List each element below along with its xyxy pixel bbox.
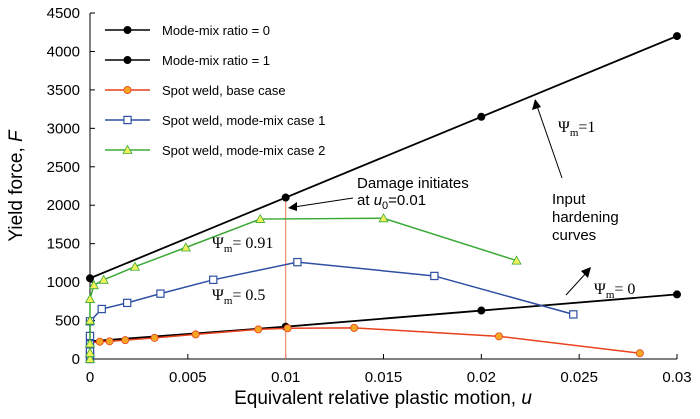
- data-point: [88, 279, 99, 290]
- data-point: [105, 337, 114, 346]
- psi1-arrowhead: [532, 99, 541, 110]
- legend-marker: [123, 25, 132, 34]
- data-point: [494, 332, 503, 341]
- legend-marker: [123, 86, 132, 95]
- input-annotation-line2: hardening: [552, 209, 619, 226]
- damage-arrow: [293, 197, 354, 208]
- y-tick-label: 1500: [47, 236, 80, 253]
- legend-item: Spot weld, mode-mix case 1: [105, 113, 325, 128]
- x-tick-label: 0: [86, 369, 94, 386]
- series-3: [86, 323, 644, 363]
- x-tick-label: 0.025: [560, 369, 598, 386]
- legend-label: Mode-mix ratio = 0: [162, 23, 270, 38]
- y-tick-label: 0: [72, 351, 80, 368]
- data-point: [209, 275, 218, 285]
- damage-annotation-line1: Damage initiates: [357, 175, 469, 192]
- series-line: [89, 261, 574, 359]
- data-point: [293, 257, 302, 267]
- x-tick-label: 0.02: [467, 369, 496, 386]
- y-tick-label: 500: [55, 313, 80, 330]
- annotations: Damage initiates at u0=0.01 Input harden…: [212, 99, 635, 307]
- legend-marker: [122, 144, 133, 154]
- data-point: [156, 289, 165, 298]
- y-tick-label: 2500: [47, 159, 80, 176]
- y-ticks: 0 500 1000 1500 2000 2500 3000 3500 4000 4500: [47, 5, 95, 368]
- y-tick-label: 4000: [47, 43, 80, 60]
- x-tick-label: 0.03: [662, 369, 691, 386]
- data-point: [84, 293, 96, 303]
- data-point: [84, 353, 96, 363]
- psi0-arrow: [565, 271, 588, 296]
- data-point: [673, 32, 682, 41]
- x-axis-title: Equivalent relative plastic motion, u: [234, 388, 532, 409]
- data-point: [95, 337, 104, 346]
- psi091-label: Ψm= 0.91: [212, 235, 273, 255]
- data-point: [283, 324, 292, 333]
- legend-label: Spot weld, mode-mix case 2: [162, 143, 325, 158]
- data-point: [430, 271, 439, 281]
- psi0-label: Ψm= 0: [594, 281, 635, 301]
- x-tick-label: 0.01: [271, 369, 300, 386]
- data-point: [84, 315, 96, 325]
- y-axis-title: Yield force, F: [6, 129, 27, 242]
- y-tick-label: 4500: [47, 5, 80, 22]
- data-point: [150, 333, 159, 342]
- psi1-label: Ψm=1: [558, 119, 595, 139]
- data-point: [86, 274, 95, 283]
- data-point: [281, 193, 290, 202]
- input-annotation-line1: Input: [552, 191, 586, 208]
- psi1-arrow: [536, 105, 563, 179]
- data-point: [122, 298, 132, 308]
- data-point: [98, 274, 109, 284]
- legend-item: Mode-mix ratio = 0: [105, 23, 270, 38]
- psi05-label: Ψm= 0.5: [212, 287, 265, 307]
- data-point: [129, 261, 141, 271]
- x-ticks: 0 0.005 0.01 0.015 0.02 0.025 0.03: [86, 354, 692, 386]
- legend-marker: [123, 56, 132, 65]
- input-annotation-line3: curves: [552, 227, 596, 244]
- y-tick-label: 1000: [47, 274, 80, 291]
- psi0-arrowhead: [581, 267, 591, 278]
- x-tick-label: 0.005: [169, 369, 207, 386]
- axes: 0 0.005 0.01 0.015 0.02 0.025 0.03 0 500 1000 150…: [47, 5, 692, 386]
- data-point: [121, 336, 130, 345]
- data-point: [254, 325, 263, 334]
- series-line: [89, 293, 678, 343]
- data-point: [378, 213, 389, 223]
- data-point: [350, 323, 359, 332]
- data-point: [180, 242, 191, 252]
- x-tick-label: 0.015: [365, 369, 403, 386]
- legend-item: Spot weld, mode-mix case 2: [105, 143, 325, 158]
- y-tick-label: 2000: [47, 197, 80, 214]
- data-point: [673, 290, 682, 299]
- data-point: [191, 330, 200, 339]
- data-point: [84, 338, 96, 348]
- y-tick-label: 3000: [47, 120, 80, 137]
- y-tick-label: 3500: [47, 82, 80, 99]
- series-4: [85, 257, 578, 364]
- series-line: [89, 327, 640, 359]
- legend-marker: [123, 115, 132, 125]
- legend-label: Spot weld, base case: [162, 83, 286, 98]
- damage-annotation-line2: at u0=0.01: [357, 192, 426, 212]
- data-point: [97, 304, 106, 314]
- data-point: [477, 112, 486, 121]
- data-point: [511, 255, 522, 265]
- data-point: [477, 306, 486, 315]
- series-5: [84, 213, 522, 363]
- data-point: [635, 349, 644, 358]
- data-point: [569, 310, 578, 319]
- series-layer: [84, 32, 682, 364]
- legend-item: Spot weld, base case: [105, 83, 286, 98]
- legend-item: Mode-mix ratio = 1: [105, 53, 270, 68]
- series-line: [89, 35, 678, 280]
- data-point: [255, 213, 266, 223]
- damage-arrowhead: [288, 202, 297, 211]
- legend-label: Mode-mix ratio = 1: [162, 53, 270, 68]
- legend-label: Spot weld, mode-mix case 1: [162, 113, 325, 128]
- data-point: [84, 347, 96, 357]
- legend: Mode-mix ratio = 0 Mode-mix ratio = 1 Spot…: [105, 23, 325, 158]
- series-2: [86, 32, 682, 283]
